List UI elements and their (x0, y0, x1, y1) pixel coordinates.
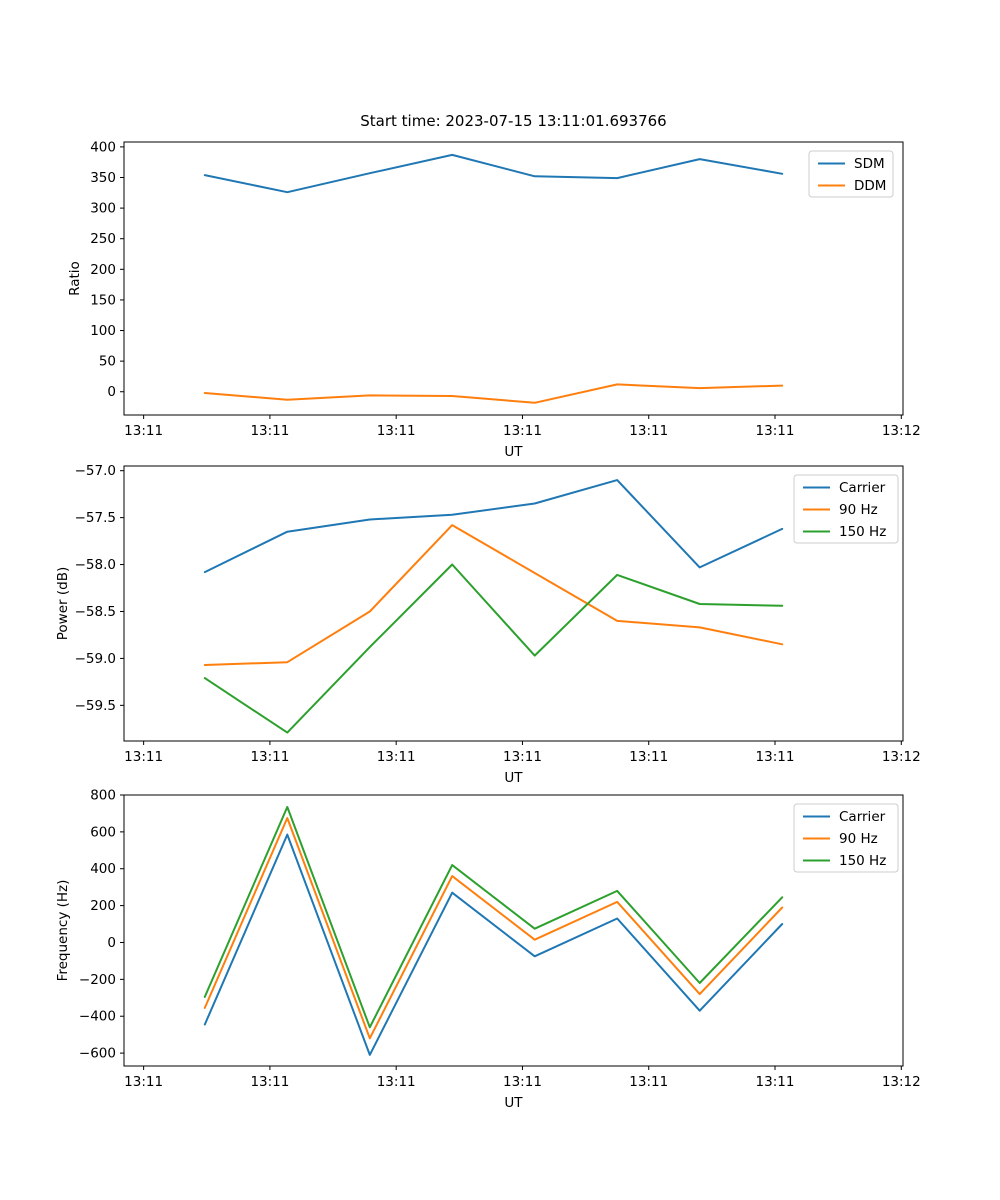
x-tick-label: 13:12 (882, 749, 921, 765)
y-tick-label: −57.5 (75, 510, 116, 526)
series-line-sdm (203, 153, 784, 194)
legend-box (793, 803, 899, 873)
x-tick-label: 13:11 (124, 749, 163, 765)
x-tick-label: 13:11 (629, 423, 668, 439)
series-line-ddm (203, 383, 784, 404)
y-tick-label: 100 (90, 323, 116, 339)
x-tick-label: 13:11 (377, 423, 416, 439)
y-tick-label: −57.0 (75, 463, 116, 479)
y-tick-label: −400 (79, 1009, 116, 1025)
legend-entry-label: Carrier (839, 809, 886, 825)
x-tick-label: 13:12 (882, 1074, 921, 1090)
x-tick-label: 13:11 (377, 1074, 416, 1090)
y-tick-label: 0 (107, 384, 116, 400)
x-tick-label: 13:11 (250, 749, 289, 765)
subplot-2-frame (123, 465, 904, 742)
x-tick-label: 13:11 (503, 749, 542, 765)
x-tick-label: 13:11 (629, 1074, 668, 1090)
x-tick-label: 13:11 (629, 749, 668, 765)
y-tick-label: 600 (90, 824, 116, 840)
y-tick-label: 150 (90, 292, 116, 308)
y-axis-label: Power (dB) (55, 567, 71, 640)
subplot-3-frame (123, 794, 904, 1067)
legend-entry-label: DDM (854, 178, 886, 194)
y-axis-label: Frequency (Hz) (55, 880, 71, 982)
series-line-150-hz (203, 563, 784, 734)
y-tick-label: 400 (90, 139, 116, 155)
series-line-150-hz (203, 806, 784, 1029)
y-tick-label: 300 (90, 201, 116, 217)
x-tick-label: 13:11 (503, 1074, 542, 1090)
legend-entry-label: Carrier (839, 480, 886, 496)
legend-entry-label: 90 Hz (839, 831, 878, 847)
figure-title: Start time: 2023-07-15 13:11:01.693766 (360, 112, 667, 130)
y-tick-label: 50 (99, 354, 116, 370)
y-tick-label: −600 (79, 1046, 116, 1062)
y-axis-label: Ratio (67, 261, 83, 296)
x-tick-label: 13:11 (124, 1074, 163, 1090)
y-tick-label: 800 (90, 788, 116, 804)
x-tick-label: 13:12 (882, 423, 921, 439)
series-line-carrier (203, 833, 784, 1056)
y-tick-label: 350 (90, 170, 116, 186)
legend-entry-label: SDM (854, 156, 885, 172)
x-axis-label: UT (504, 770, 523, 786)
legend-entry-label: 150 Hz (839, 524, 886, 540)
x-tick-label: 13:11 (124, 423, 163, 439)
series-line-90-hz (203, 817, 784, 1040)
series-line-90-hz (203, 524, 784, 666)
y-tick-label: −59.0 (75, 651, 116, 667)
y-tick-label: −200 (79, 972, 116, 988)
y-tick-label: 250 (90, 231, 116, 247)
y-tick-label: 0 (107, 935, 116, 951)
x-tick-label: 13:11 (756, 749, 795, 765)
x-tick-label: 13:11 (503, 423, 542, 439)
subplot-1-frame (123, 141, 904, 416)
y-tick-label: 200 (90, 898, 116, 914)
legend-box (793, 474, 899, 544)
x-tick-label: 13:11 (250, 423, 289, 439)
y-tick-label: 200 (90, 262, 116, 278)
y-tick-label: 400 (90, 861, 116, 877)
x-axis-label: UT (504, 444, 523, 460)
x-axis-label: UT (504, 1095, 523, 1111)
x-tick-label: 13:11 (377, 749, 416, 765)
legend-entry-label: 90 Hz (839, 502, 878, 518)
x-tick-label: 13:11 (756, 1074, 795, 1090)
series-line-carrier (203, 479, 784, 574)
y-tick-label: −59.5 (75, 698, 116, 714)
x-tick-label: 13:11 (250, 1074, 289, 1090)
y-tick-label: −58.0 (75, 557, 116, 573)
y-tick-label: −58.5 (75, 604, 116, 620)
legend-entry-label: 150 Hz (839, 853, 886, 869)
x-tick-label: 13:11 (756, 423, 795, 439)
